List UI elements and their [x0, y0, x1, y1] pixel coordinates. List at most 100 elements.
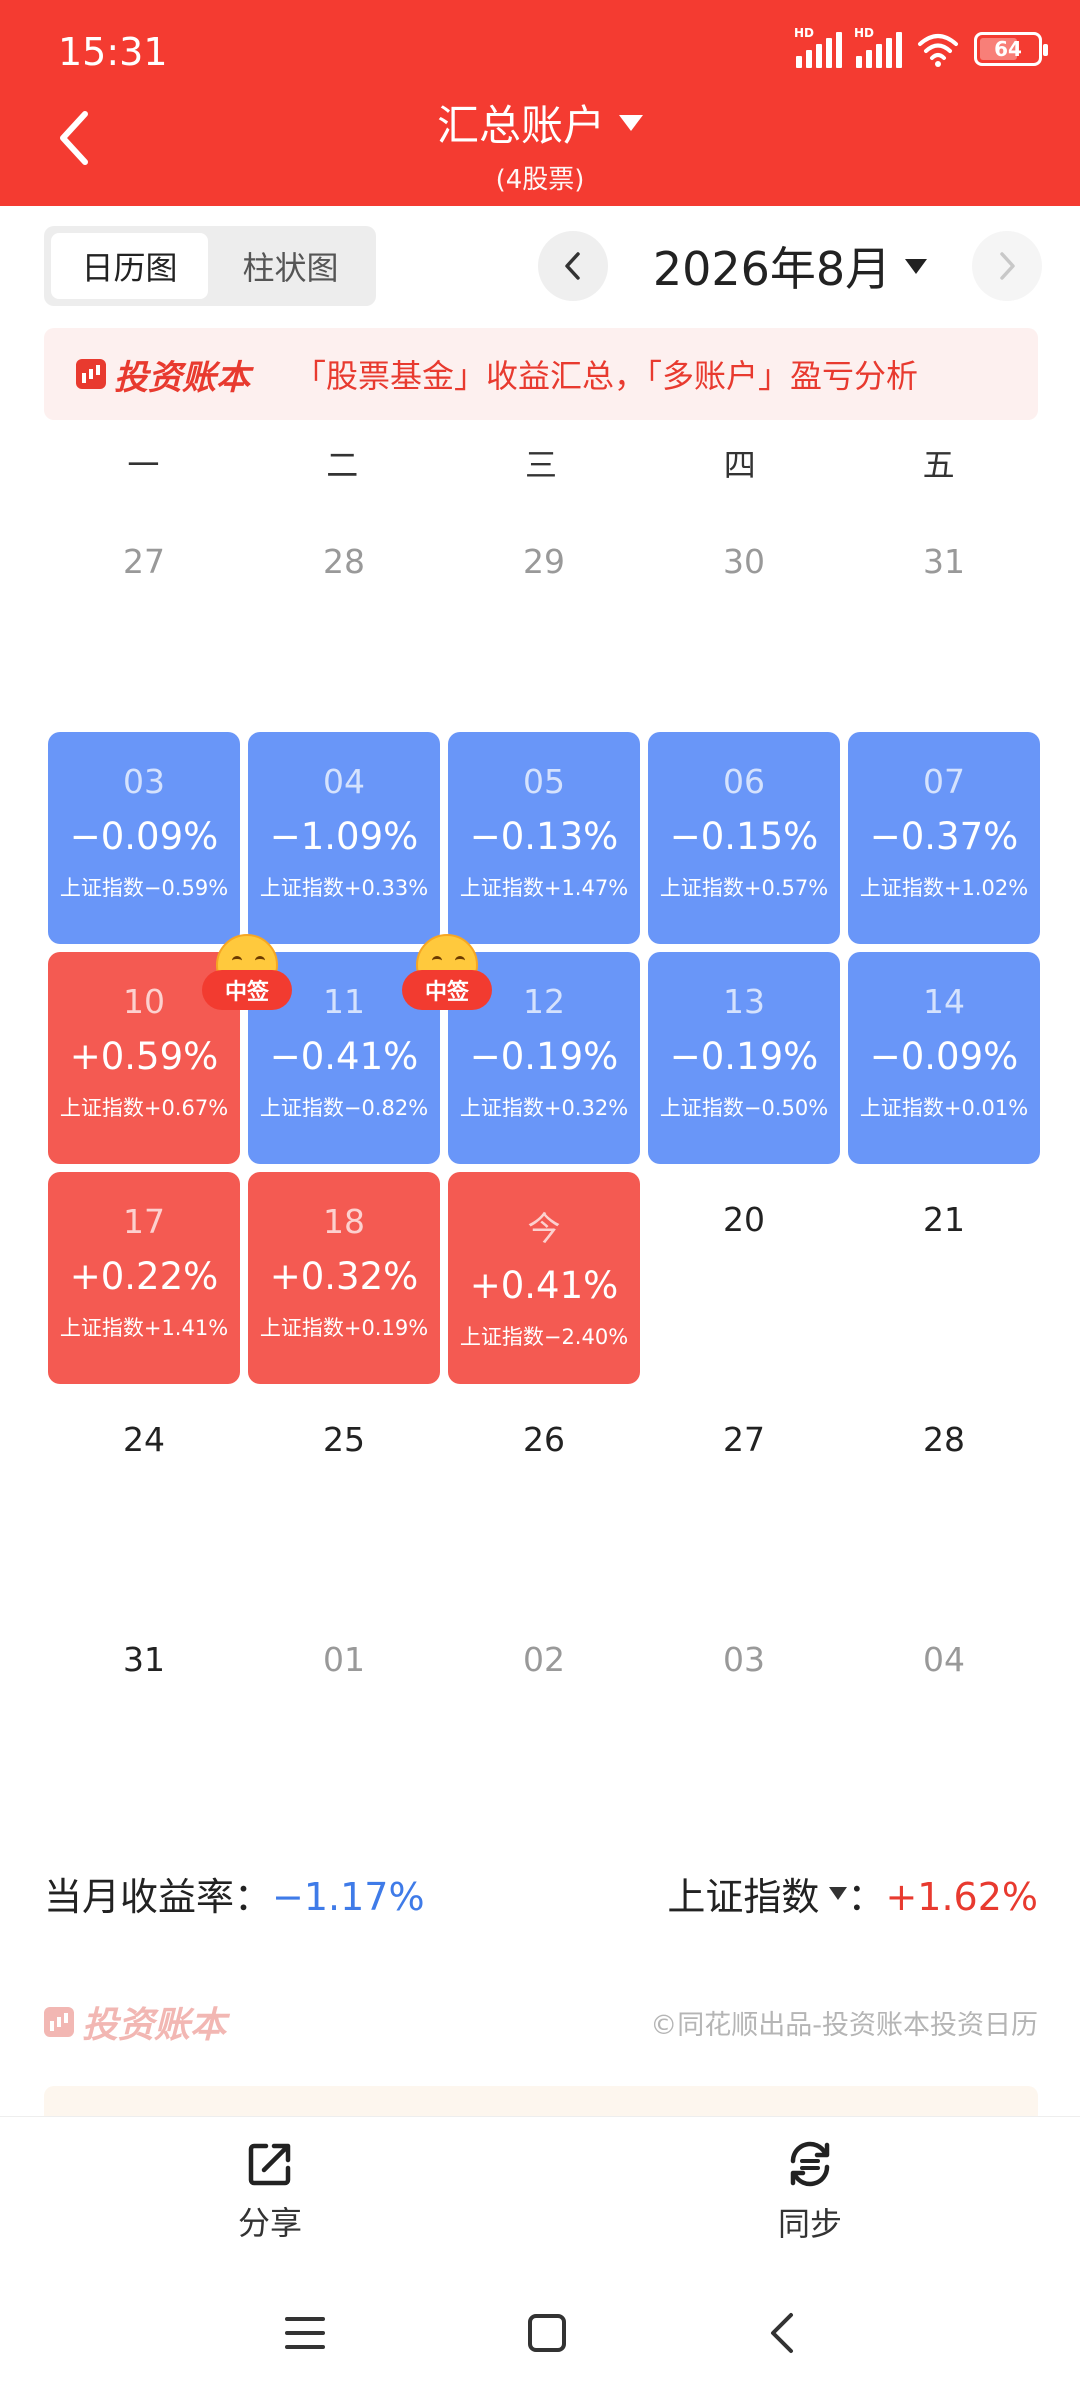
day-number: 17 [123, 1202, 165, 1241]
next-month-button[interactable] [972, 231, 1042, 301]
share-label: 分享 [237, 2203, 302, 2242]
day-return: −0.37% [869, 815, 1019, 858]
hd-signal-icon: HD [794, 26, 842, 68]
monthly-return-value: −1.17% [272, 1875, 425, 1919]
calendar-day-cell[interactable]: 26 [448, 1392, 640, 1472]
triangle-down-icon[interactable] [905, 258, 928, 274]
sync-label: 同步 [777, 2204, 842, 2243]
calendar-day-cell[interactable]: 03 [648, 1612, 840, 1692]
calendar-day-cell[interactable]: 06 −0.15% 上证指数+0.57% [648, 732, 840, 944]
footer-brand: 投资账本 ©同花顺出品-投资账本投资日历 [44, 1996, 1038, 2048]
day-number: 25 [323, 1420, 365, 1459]
day-number: 04 [923, 1640, 965, 1679]
day-return: −1.09% [269, 815, 419, 858]
banner-logo-text: 投资账本 [114, 357, 250, 398]
sync-button[interactable]: 同步 [540, 2117, 1080, 2266]
share-button[interactable]: 分享 [0, 2117, 540, 2266]
day-number: 28 [323, 542, 365, 581]
day-return: −0.19% [469, 1035, 619, 1078]
footer-credit: ©同花顺出品-投资账本投资日历 [650, 2009, 1038, 2041]
calendar-day-cell[interactable]: 05 −0.13% 上证指数+1.47% [448, 732, 640, 944]
day-index-change: 上证指数+0.32% [459, 1096, 629, 1120]
day-return: −0.19% [669, 1035, 819, 1078]
day-number: 27 [123, 542, 165, 581]
status-icons: HD HD 64 [794, 26, 1048, 68]
index-return-value: +1.62% [885, 1875, 1038, 1919]
day-index-change: 上证指数+0.57% [659, 876, 829, 900]
index-label[interactable]: 上证指数 [667, 1875, 820, 1919]
day-number: 27 [723, 1420, 765, 1459]
day-index-change: 上证指数+1.47% [459, 876, 629, 900]
calendar-day-cell[interactable]: 04 [848, 1612, 1040, 1692]
day-index-change: 上证指数+1.02% [859, 876, 1029, 900]
tab-bar-chart-view[interactable]: 柱状图 [242, 249, 339, 287]
calendar-day-cell[interactable]: 17 +0.22% 上证指数+1.41% [48, 1172, 240, 1384]
footer-logo-text: 投资账本 [82, 2005, 227, 2046]
calendar-day-cell[interactable]: 31 [848, 514, 1040, 594]
calendar-day-cell[interactable]: 18 +0.32% 上证指数+0.19% [248, 1172, 440, 1384]
title-block[interactable]: 汇总账户 (4股票) [0, 92, 1080, 196]
tab-calendar-view[interactable]: 日历图 [51, 233, 208, 299]
calendar-day-cell[interactable]: 29 [448, 514, 640, 594]
day-number: 今 [527, 1209, 561, 1248]
calendar-day-cell[interactable]: 14 −0.09% 上证指数+0.01% [848, 952, 1040, 1164]
day-index-change: 上证指数−0.82% [259, 1096, 429, 1120]
menu-icon[interactable] [283, 2313, 327, 2353]
share-icon [248, 2143, 291, 2185]
day-number: 01 [323, 1640, 365, 1679]
calendar-day-cell[interactable]: 27 [648, 1392, 840, 1472]
day-return: −0.41% [269, 1035, 419, 1078]
day-number: 28 [923, 1420, 965, 1459]
calendar-day-cell[interactable]: 25 [248, 1392, 440, 1472]
promo-banner[interactable]: 投资账本 「股票基金」收益汇总，「多账户」盈亏分析 [44, 328, 1038, 420]
calendar-day-cell[interactable]: 今 +0.41% 上证指数−2.40% [448, 1172, 640, 1384]
day-return: +0.59% [69, 1035, 219, 1078]
system-nav-bar [0, 2266, 1080, 2400]
calendar-day-cell[interactable]: 07 −0.37% 上证指数+1.02% [848, 732, 1040, 944]
page-subtitle: (4股票) [495, 165, 585, 195]
calendar-day-cell[interactable]: 03 −0.09% 上证指数−0.59% [48, 732, 240, 944]
month-label[interactable]: 2026年8月 [652, 242, 892, 296]
calendar-day-cell[interactable]: 12 −0.19% 上证指数+0.32% [448, 952, 640, 1164]
calendar-day-cell[interactable]: 27 [48, 514, 240, 594]
next-card-peek [44, 2086, 1038, 2116]
index-selector[interactable]: 上证指数 [667, 1866, 848, 1921]
calendar-day-cell[interactable]: 04 −1.09% 上证指数+0.33% [248, 732, 440, 944]
weekday-label: 四 [723, 446, 756, 484]
day-index-change: 上证指数+0.01% [859, 1096, 1029, 1120]
day-number: 07 [923, 762, 965, 801]
triangle-down-icon[interactable] [619, 114, 643, 131]
prev-month-button[interactable] [538, 231, 608, 301]
page-title[interactable]: 汇总账户 [436, 101, 605, 150]
day-number: 18 [323, 1202, 365, 1241]
calendar-day-cell[interactable]: 24 [48, 1392, 240, 1472]
chevron-left-icon [565, 252, 580, 280]
wifi-icon [918, 34, 958, 67]
footer-logo: 投资账本 [44, 1996, 226, 2048]
calendar-day-cell[interactable]: 28 [248, 514, 440, 594]
weekday-label: 一 [127, 446, 160, 484]
day-index-change: 上证指数+0.19% [259, 1316, 429, 1340]
day-number: 13 [723, 982, 765, 1021]
calendar-day-cell[interactable]: 02 [448, 1612, 640, 1692]
weekday-label: 二 [326, 446, 359, 484]
back-button[interactable] [52, 108, 96, 168]
signal-hd-label: HD [794, 26, 815, 40]
home-icon[interactable] [527, 2313, 567, 2353]
calendar-day-cell[interactable]: 01 [248, 1612, 440, 1692]
calendar-day-cell[interactable]: 30 [648, 514, 840, 594]
calendar-day-cell[interactable]: 13 −0.19% 上证指数−0.50% [648, 952, 840, 1164]
calendar-day-cell[interactable]: 28 [848, 1392, 1040, 1472]
day-index-change: 上证指数+0.67% [59, 1096, 229, 1120]
bottom-action-bar: 分享 同步 [0, 2116, 1080, 2266]
day-return: +0.22% [69, 1255, 219, 1298]
triangle-down-icon[interactable] [829, 1887, 848, 1900]
calendar-day-cell[interactable]: 21 [848, 1172, 1040, 1252]
back-icon[interactable] [767, 2311, 797, 2355]
ledger-logo-icon [76, 359, 106, 389]
day-number: 26 [523, 1420, 565, 1459]
calendar-day-cell[interactable]: 31 [48, 1612, 240, 1692]
month-selector[interactable]: 2026年8月 [652, 233, 928, 299]
weekday-header: 一 二 三 四 五 [44, 440, 1038, 486]
calendar-day-cell[interactable]: 20 [648, 1172, 840, 1252]
